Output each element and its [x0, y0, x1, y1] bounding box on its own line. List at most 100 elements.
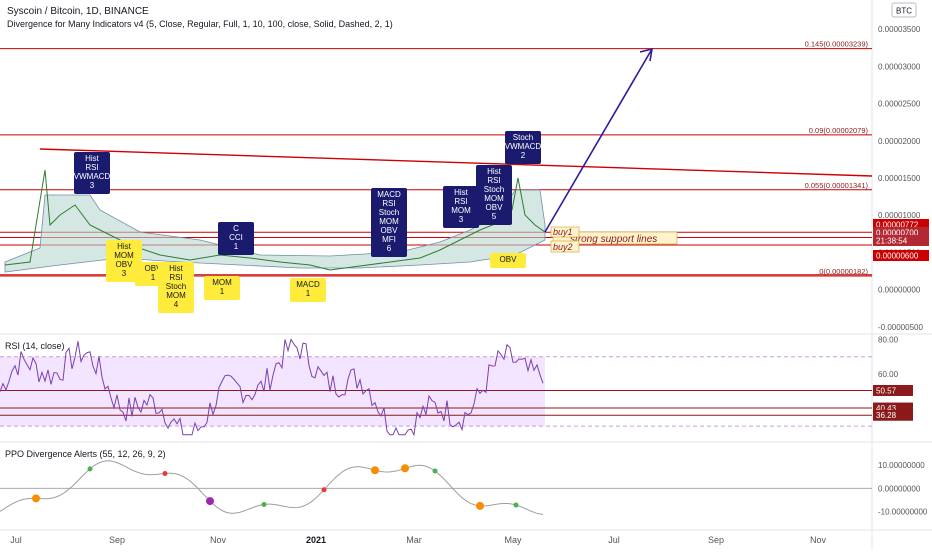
divergence-label-box — [158, 262, 194, 313]
divergence-label-text: OBV — [145, 264, 163, 273]
ppo-line — [0, 460, 544, 515]
price-axis-value-label: 0.00000700 — [876, 229, 919, 238]
divergence-label-text: 3 — [90, 181, 95, 190]
rsi-pane[interactable]: RSI (14, close) — [0, 338, 872, 437]
ppo-tick-label: -10.00000000 — [878, 508, 928, 517]
support-note-box — [552, 231, 678, 245]
divergence-label-box — [476, 165, 512, 225]
divergence-label-text: Hist — [117, 242, 132, 251]
divergence-label-box — [74, 152, 110, 194]
divergence-label-text: MOM — [484, 194, 504, 203]
rsi-level-label: 50.57 — [876, 386, 897, 395]
divergence-label-box — [371, 188, 407, 257]
ppo-alert-dot — [432, 468, 438, 474]
fib-level-label: 0.09(0.00002079) — [809, 126, 869, 135]
divergence-label-text: MOM — [114, 251, 134, 260]
divergence-label-text: C — [233, 224, 239, 233]
ppo-alert-dot — [513, 502, 519, 508]
ppo-alert-dot — [162, 470, 168, 476]
time-tick-label: Mar — [406, 535, 422, 545]
ppo-alert-dot — [321, 487, 327, 493]
buy1-label: buy1 — [553, 227, 573, 237]
chart-title: Syscoin / Bitcoin, 1D, BINANCE — [7, 6, 149, 17]
price-tick-label: 0.00002500 — [878, 100, 921, 109]
currency-badge-label: BTC — [896, 7, 912, 16]
ppo-alert-dot — [476, 501, 484, 510]
divergence-label-text: 1 — [234, 242, 239, 251]
price-axis-value-label: 0.00000600 — [876, 252, 919, 261]
rsi-line — [0, 338, 544, 437]
descending-trendline — [39, 148, 873, 177]
price-axis-value-label: 21:38:54 — [876, 237, 908, 246]
fib-level-label: 0.145(0.00003239) — [805, 40, 869, 49]
rsi-band — [0, 356, 545, 427]
divergence-label-text: Hist — [169, 264, 184, 273]
divergence-label-text: OBV — [500, 255, 518, 264]
divergence-label-text: Stoch — [484, 185, 504, 194]
ppo-alert-dot — [401, 464, 409, 473]
divergence-label-text: 6 — [387, 244, 392, 253]
price-tick-label: 0.00003000 — [878, 62, 921, 71]
divergence-label-text: OBV — [116, 260, 134, 269]
price-tick-label: -0.00000500 — [878, 323, 923, 332]
fib-level-label: 0(0.00000182) — [819, 267, 868, 276]
ppo-tick-label: 0.00000000 — [878, 484, 921, 493]
currency-badge[interactable] — [891, 2, 917, 18]
divergence-label-text: Stoch — [166, 282, 186, 291]
divergence-label-text: RSI — [454, 197, 467, 206]
fib-level-label: 0.055(0.00001341) — [805, 181, 869, 190]
time-tick-label: 2021 — [306, 535, 326, 545]
time-tick-label: Sep — [109, 535, 125, 545]
divergence-label-box — [290, 278, 326, 302]
rsi-level-box — [873, 384, 913, 396]
indicator-title: Divergence for Many Indicators v4 (5, Cl… — [7, 19, 393, 29]
divergence-label-text: 5 — [492, 212, 497, 221]
divergence-label-text: MACD — [296, 280, 320, 289]
divergence-label-box — [106, 240, 142, 282]
projection-arrowhead — [639, 47, 653, 62]
support-note-text: strong support lines — [570, 234, 657, 245]
divergence-label-text: OBV — [381, 226, 399, 235]
price-tick-label: 0.00003500 — [878, 25, 921, 34]
divergence-label-text: OBV — [486, 203, 504, 212]
divergence-label-box — [443, 186, 479, 228]
projection-arrow — [544, 48, 653, 233]
divergence-label-text: 4 — [174, 300, 179, 309]
divergence-label-text: VWMACD — [505, 142, 542, 151]
divergence-label-text: 2 — [521, 151, 526, 160]
rsi-title: RSI (14, close) — [5, 341, 65, 351]
divergence-label-text: Hist — [85, 154, 100, 163]
divergence-label-text: CCI — [229, 233, 243, 242]
divergence-label-text: MOM — [379, 217, 399, 226]
divergence-label-text: MOM — [451, 206, 471, 215]
rsi-tick-label: 80.00 — [878, 335, 899, 344]
price-tick-label: 0.00001000 — [878, 211, 921, 220]
divergence-label-text: 3 — [122, 269, 127, 278]
rsi-level-label: 40.43 — [876, 404, 897, 413]
price-axis-value-box — [873, 227, 929, 238]
divergence-label-text: 1 — [306, 289, 311, 298]
time-tick-label: Sep — [708, 535, 724, 545]
price-axis-value-box — [873, 219, 929, 230]
rsi-level-box — [873, 409, 913, 421]
divergence-label-box — [490, 253, 526, 268]
divergence-label-text: MOM — [212, 278, 232, 287]
rsi-tick-label: 60.00 — [878, 370, 899, 379]
divergence-label-box — [204, 276, 240, 300]
ppo-alert-dot — [87, 466, 93, 472]
price-pane[interactable]: 0.145(0.00003239) 0.09(0.00002079) 0.055(0… — [0, 40, 873, 313]
divergence-label-box — [218, 222, 254, 255]
buy2-label: buy2 — [553, 242, 573, 252]
price-axis-value-box — [873, 250, 929, 261]
divergence-label-text: MFI — [382, 235, 396, 244]
divergence-label-text: RSI — [382, 199, 395, 208]
divergence-label-text: Stoch — [513, 133, 533, 142]
ppo-pane[interactable]: PPO Divergence Alerts (55, 12, 26, 9, 2) — [0, 449, 872, 515]
time-tick-label: Nov — [210, 535, 227, 545]
ppo-alert-dot — [371, 466, 379, 475]
divergence-label-text: 1 — [220, 287, 225, 296]
time-tick-label: Nov — [810, 535, 827, 545]
buy1-label-box — [550, 226, 580, 238]
divergence-label-text: MACD — [377, 190, 401, 199]
